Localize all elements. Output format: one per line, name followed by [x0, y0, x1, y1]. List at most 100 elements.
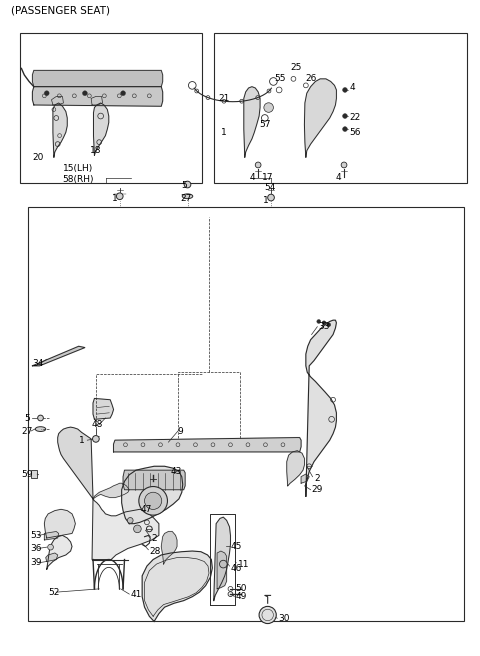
Polygon shape — [244, 87, 260, 157]
Text: 57: 57 — [259, 120, 271, 129]
Text: 27: 27 — [180, 194, 192, 203]
Text: (PASSENGER SEAT): (PASSENGER SEAT) — [11, 5, 110, 15]
Circle shape — [37, 415, 43, 421]
Circle shape — [83, 91, 87, 96]
Circle shape — [259, 606, 276, 624]
Circle shape — [343, 127, 348, 131]
Polygon shape — [51, 96, 63, 105]
Polygon shape — [142, 551, 212, 621]
Text: 29: 29 — [312, 485, 323, 494]
Circle shape — [93, 436, 99, 442]
Polygon shape — [301, 474, 309, 483]
Polygon shape — [121, 466, 183, 523]
Circle shape — [264, 103, 274, 112]
Circle shape — [139, 487, 168, 515]
Polygon shape — [304, 79, 336, 157]
Circle shape — [44, 91, 49, 96]
Text: 20: 20 — [33, 153, 44, 161]
Polygon shape — [161, 531, 177, 564]
Circle shape — [327, 323, 331, 327]
Circle shape — [322, 321, 326, 325]
Text: 1: 1 — [263, 195, 269, 205]
Bar — [32, 470, 37, 478]
Circle shape — [341, 162, 347, 168]
Text: 45: 45 — [230, 542, 242, 551]
Ellipse shape — [182, 194, 193, 199]
Text: 27: 27 — [22, 426, 33, 436]
Text: 1: 1 — [112, 194, 118, 203]
Polygon shape — [93, 483, 129, 499]
Polygon shape — [33, 87, 163, 106]
Text: 55: 55 — [275, 74, 286, 83]
Text: 48: 48 — [92, 420, 103, 429]
Text: 4: 4 — [350, 83, 355, 92]
Text: 39: 39 — [30, 558, 42, 567]
Text: 36: 36 — [30, 544, 42, 553]
Text: 18: 18 — [90, 146, 101, 155]
Text: 34: 34 — [33, 359, 44, 369]
Ellipse shape — [35, 426, 46, 432]
Polygon shape — [53, 103, 67, 157]
Text: 58(RH): 58(RH) — [62, 174, 94, 184]
Text: 17: 17 — [262, 173, 273, 182]
Polygon shape — [114, 438, 301, 452]
Polygon shape — [123, 470, 185, 490]
Circle shape — [116, 193, 123, 199]
Text: 2: 2 — [152, 533, 157, 543]
Polygon shape — [217, 551, 227, 589]
Polygon shape — [46, 553, 58, 562]
Text: 30: 30 — [278, 614, 289, 623]
Circle shape — [133, 525, 141, 533]
Text: 46: 46 — [230, 564, 242, 573]
Text: 2: 2 — [314, 474, 320, 483]
Text: 4: 4 — [250, 173, 255, 182]
Text: 5: 5 — [24, 413, 30, 422]
Text: 54: 54 — [264, 183, 275, 192]
Text: 1: 1 — [79, 436, 84, 445]
Bar — [214, 33, 467, 183]
Circle shape — [127, 518, 133, 523]
Text: 4: 4 — [336, 173, 341, 182]
Polygon shape — [47, 535, 72, 569]
Bar — [28, 207, 464, 621]
Text: 21: 21 — [218, 94, 230, 103]
Circle shape — [144, 492, 162, 510]
Text: 9: 9 — [177, 426, 183, 436]
Polygon shape — [33, 70, 163, 87]
Text: 5: 5 — [182, 181, 188, 190]
Polygon shape — [92, 499, 159, 560]
Text: 49: 49 — [235, 592, 247, 601]
Polygon shape — [44, 531, 59, 540]
Circle shape — [268, 194, 275, 201]
Text: 26: 26 — [306, 74, 317, 83]
Text: 47: 47 — [141, 505, 152, 514]
Text: 50: 50 — [235, 584, 247, 594]
Text: 56: 56 — [350, 128, 361, 137]
Circle shape — [120, 91, 125, 96]
Polygon shape — [58, 427, 93, 499]
Polygon shape — [33, 346, 85, 366]
Text: 53: 53 — [30, 531, 42, 540]
Circle shape — [343, 87, 348, 92]
Text: 59: 59 — [22, 470, 33, 480]
Circle shape — [219, 560, 227, 568]
Polygon shape — [94, 103, 109, 155]
Polygon shape — [44, 509, 75, 538]
Text: 1: 1 — [221, 128, 227, 137]
Circle shape — [255, 162, 261, 168]
Text: 11: 11 — [238, 560, 249, 569]
Circle shape — [184, 181, 191, 188]
Text: 28: 28 — [149, 546, 161, 556]
Circle shape — [317, 319, 321, 323]
Text: 41: 41 — [130, 590, 142, 598]
Bar — [21, 33, 202, 183]
Text: 25: 25 — [290, 62, 301, 72]
Circle shape — [48, 544, 53, 550]
Text: 33: 33 — [319, 322, 330, 331]
Text: 43: 43 — [171, 467, 182, 476]
Polygon shape — [91, 96, 103, 105]
Circle shape — [343, 113, 348, 119]
Text: 22: 22 — [350, 113, 361, 123]
Polygon shape — [93, 398, 114, 419]
Polygon shape — [306, 320, 336, 497]
